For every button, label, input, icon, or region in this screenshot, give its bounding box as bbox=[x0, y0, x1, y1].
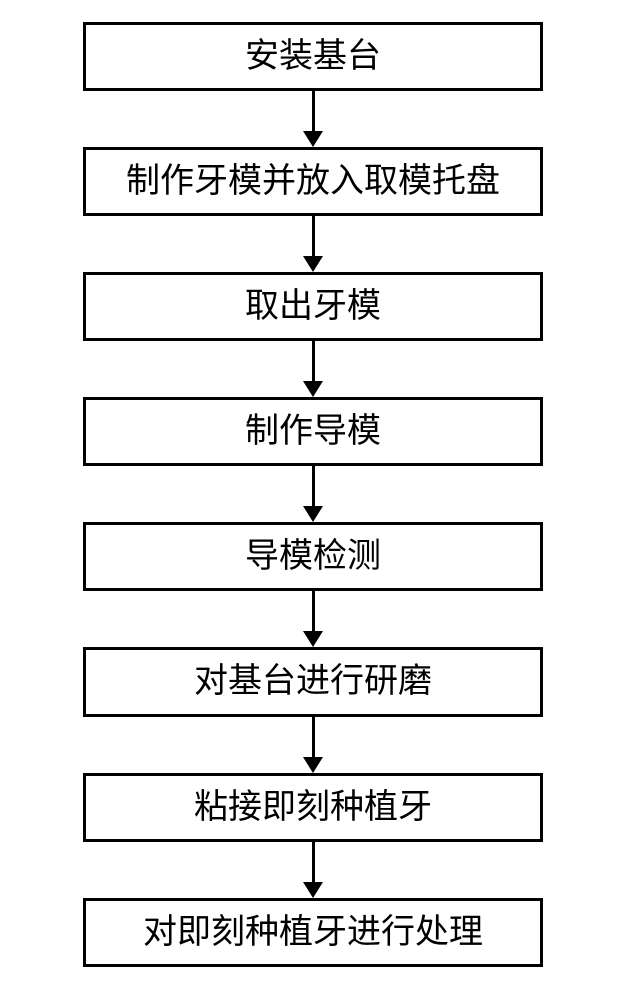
flow-arrow-5 bbox=[303, 591, 323, 647]
flow-node-4-label: 制作导模 bbox=[245, 413, 381, 450]
flow-node-1: 安装基台 bbox=[83, 22, 543, 91]
flow-node-5-label: 导模检测 bbox=[245, 538, 381, 575]
arrow-head-icon bbox=[303, 381, 323, 397]
flow-arrow-1 bbox=[303, 91, 323, 147]
flow-node-6: 对基台进行研磨 bbox=[83, 647, 543, 716]
flow-node-1-label: 安装基台 bbox=[245, 38, 381, 75]
flow-arrow-4 bbox=[303, 466, 323, 522]
flow-arrow-2 bbox=[303, 216, 323, 272]
arrow-head-icon bbox=[303, 757, 323, 773]
flow-node-7: 粘接即刻种植牙 bbox=[83, 773, 543, 842]
arrow-head-icon bbox=[303, 506, 323, 522]
flow-node-8-label: 对即刻种植牙进行处理 bbox=[143, 914, 483, 951]
arrow-line bbox=[312, 466, 315, 508]
arrow-line bbox=[312, 91, 315, 133]
flow-arrow-3 bbox=[303, 341, 323, 397]
arrow-head-icon bbox=[303, 131, 323, 147]
flow-node-5: 导模检测 bbox=[83, 522, 543, 591]
flow-node-8: 对即刻种植牙进行处理 bbox=[83, 898, 543, 967]
arrow-head-icon bbox=[303, 256, 323, 272]
flow-node-3: 取出牙模 bbox=[83, 272, 543, 341]
flow-node-4: 制作导模 bbox=[83, 397, 543, 466]
arrow-line bbox=[312, 216, 315, 258]
flow-node-7-label: 粘接即刻种植牙 bbox=[194, 789, 432, 826]
arrow-line bbox=[312, 842, 315, 884]
flow-arrow-6 bbox=[303, 717, 323, 773]
arrow-line bbox=[312, 717, 315, 759]
arrow-line bbox=[312, 591, 315, 633]
flow-node-3-label: 取出牙模 bbox=[245, 288, 381, 325]
arrow-line bbox=[312, 341, 315, 383]
arrow-head-icon bbox=[303, 882, 323, 898]
flow-node-6-label: 对基台进行研磨 bbox=[194, 663, 432, 700]
flowchart-container: 安装基台 制作牙模并放入取模托盘 取出牙模 制作导模 导模检测 对基台进行研磨 bbox=[83, 22, 543, 967]
flow-node-2-label: 制作牙模并放入取模托盘 bbox=[126, 163, 500, 200]
arrow-head-icon bbox=[303, 631, 323, 647]
flow-arrow-7 bbox=[303, 842, 323, 898]
flow-node-2: 制作牙模并放入取模托盘 bbox=[83, 147, 543, 216]
